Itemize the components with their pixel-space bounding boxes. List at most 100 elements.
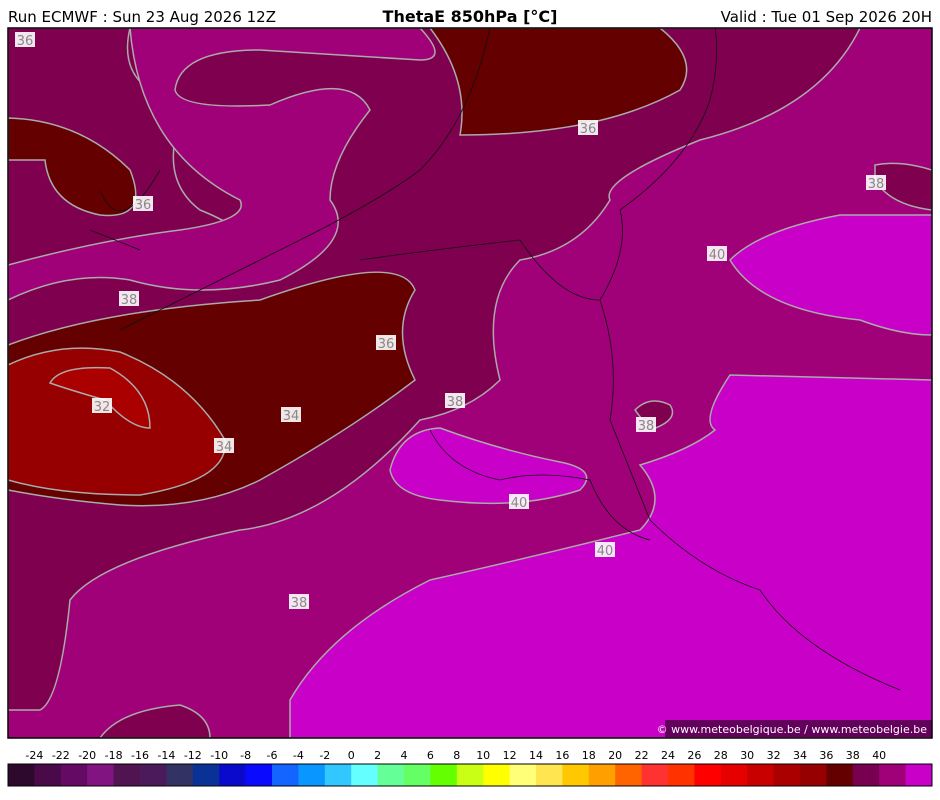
contour-label-bg — [92, 398, 112, 413]
contour-label-bg — [636, 417, 656, 432]
colorbar-label: 20 — [608, 749, 622, 762]
colorbar-swatch — [536, 764, 563, 786]
contour-label: 40 — [709, 248, 726, 263]
borders — [89, 27, 901, 691]
colorbar-label: 14 — [529, 749, 543, 762]
colorbar-label: -6 — [267, 749, 278, 762]
colorbar-swatch — [34, 764, 62, 786]
copyright-bg — [665, 720, 932, 737]
contour-label-bg — [866, 175, 886, 190]
colorbar-label: -2 — [319, 749, 330, 762]
colorbar-label: 30 — [740, 749, 754, 762]
colorbar-label: -22 — [52, 749, 70, 762]
colorbar-swatch — [430, 764, 458, 786]
contour-label: 40 — [597, 544, 614, 559]
colorbar-swatch — [140, 764, 167, 786]
map: © www.meteobelgique.be / www.meteobelgie… — [7, 27, 933, 739]
colorbar-label: -14 — [157, 749, 175, 762]
colorbar-swatch — [641, 764, 669, 786]
colorbar-label: 40 — [872, 749, 886, 762]
colorbar-swatch — [694, 764, 722, 786]
contour-label: 38 — [638, 419, 655, 434]
colorbar-label: -16 — [131, 749, 149, 762]
colorbar-label: 16 — [555, 749, 569, 762]
colorbar-label: -24 — [25, 749, 43, 762]
colorbar-swatch — [404, 764, 431, 786]
colorbar-label: 36 — [819, 749, 833, 762]
colorbar-label: -8 — [240, 749, 251, 762]
contour-label: 38 — [868, 177, 885, 192]
colorbar-swatch — [747, 764, 775, 786]
colorbar-swatch — [879, 764, 907, 786]
colorbar-label: 32 — [767, 749, 781, 762]
contour-label: 36 — [378, 337, 395, 352]
colorbar-swatch — [562, 764, 590, 786]
contour-label-bg — [289, 594, 309, 609]
map-title: ThetaE 850hPa [°C] — [383, 7, 558, 26]
colorbar-swatch — [87, 764, 115, 786]
colorbar-label: -4 — [293, 749, 304, 762]
colorbar-swatch — [615, 764, 643, 786]
contour-label-bg — [578, 120, 598, 135]
colorbar-swatch — [245, 764, 273, 786]
colorbar-swatch — [60, 764, 88, 786]
colorbar-swatch — [192, 764, 220, 786]
colorbar-swatch — [377, 764, 405, 786]
contour-label: 38 — [447, 395, 464, 410]
colorbar: -24 -22 -20 -18 -16 -14 -12 -10 -8 -6 -4 -2 0 2 4 6 8 10 1… — [7, 749, 933, 787]
colorbar-label: 38 — [846, 749, 860, 762]
colorbar-frame — [7, 763, 933, 787]
colorbar-label: 24 — [661, 749, 675, 762]
colorbar-swatch — [826, 764, 854, 786]
colorbar-label: 8 — [453, 749, 460, 762]
contour-label-bg — [119, 291, 139, 306]
colorbar-label: 0 — [348, 749, 355, 762]
colorbar-label: 12 — [503, 749, 517, 762]
colorbar-swatch — [113, 764, 141, 786]
colorbar-swatch — [324, 764, 352, 786]
contour-label-bg — [509, 494, 529, 509]
contour-label: 36 — [135, 198, 152, 213]
contour-label-bg — [445, 393, 465, 408]
colorbar-label: 2 — [374, 749, 381, 762]
contour-label: 34 — [283, 409, 300, 424]
contour-label: 32 — [94, 400, 111, 415]
contour-label-bg — [595, 542, 615, 557]
colorbar-swatch — [483, 764, 511, 786]
colorbar-swatch — [456, 764, 484, 786]
contour-labels: 36 36 36 38 40 38 36 32 34 34 38 38 40 40 38 — [15, 32, 886, 611]
contour-label-bg — [133, 196, 153, 211]
contour-label: 34 — [216, 440, 233, 455]
contour-label-bg — [376, 335, 396, 350]
colorbar-label: 26 — [687, 749, 701, 762]
contour-label: 36 — [17, 34, 34, 49]
colorbar-swatch — [773, 764, 801, 786]
colorbar-label: 6 — [427, 749, 434, 762]
colorbar-label: -10 — [210, 749, 228, 762]
colorbar-label: -18 — [105, 749, 123, 762]
colorbar-label: -12 — [184, 749, 202, 762]
contour-label-bg — [15, 32, 35, 47]
colorbar-swatch — [219, 764, 247, 786]
colorbar-swatch — [852, 764, 880, 786]
colorbar-label: 10 — [476, 749, 490, 762]
colorbar-swatch — [668, 764, 695, 786]
colorbar-swatch — [509, 764, 537, 786]
colorbar-swatch — [272, 764, 299, 786]
contour-label-bg — [707, 246, 727, 261]
colorbar-label: 18 — [582, 749, 596, 762]
colorbar-swatch — [8, 764, 35, 786]
colorbar-swatch — [905, 764, 933, 786]
colorbar-swatch — [720, 764, 748, 786]
contour-label-bg — [281, 407, 301, 422]
contour-label: 36 — [580, 122, 597, 137]
contour-label: 38 — [121, 293, 138, 308]
colorbar-label: 28 — [714, 749, 728, 762]
colorbar-label: 34 — [793, 749, 807, 762]
contour-label-bg — [214, 438, 234, 453]
colorbar-swatch — [298, 764, 326, 786]
contour-label: 38 — [291, 596, 308, 611]
contour-label: 40 — [511, 496, 528, 511]
